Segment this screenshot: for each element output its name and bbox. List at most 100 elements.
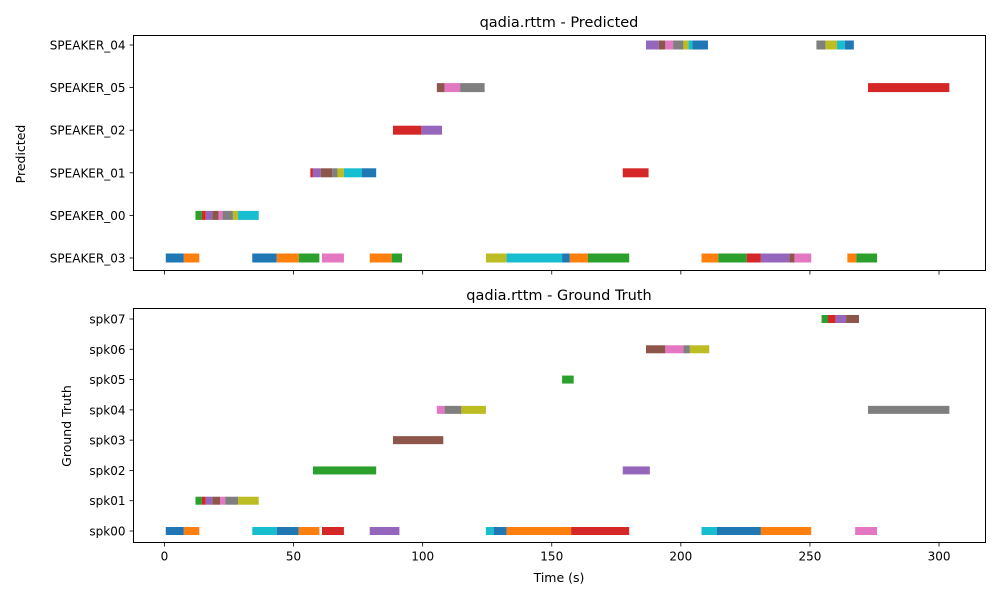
predicted-segment-speaker-03: [569, 253, 588, 263]
predicted-row-label-speaker-03: SPEAKER_03: [50, 252, 126, 266]
predicted-panel: qadia.rttm - Predicted Predicted SPEAKER…: [13, 15, 986, 275]
ground-truth-x-tick-label: 50: [286, 550, 301, 564]
ground-truth-segment-spk00: [701, 527, 717, 535]
predicted-segment-speaker-03: [760, 253, 790, 263]
predicted-segment-speaker-03: [391, 253, 403, 263]
predicted-segment-speaker-03: [321, 253, 344, 263]
ground-truth-panel: qadia.rttm - Ground Truth Ground Truth T…: [59, 288, 986, 585]
predicted-segment-speaker-04: [692, 40, 708, 50]
predicted-segment-speaker-00: [222, 210, 233, 220]
predicted-segment-speaker-00: [212, 210, 219, 220]
ground-truth-segment-spk04: [444, 405, 462, 414]
ground-truth-segment-spk03: [392, 436, 444, 445]
ground-truth-row-label-spk02: spk02: [89, 464, 125, 478]
ground-truth-segment-spk01: [219, 496, 226, 505]
ground-truth-segment-spk04: [461, 405, 486, 414]
predicted-segment-speaker-00: [205, 210, 213, 220]
ground-truth-segment-spk04: [436, 405, 445, 414]
predicted-segment-speaker-05: [436, 83, 445, 93]
ground-truth-row-label-spk03: spk03: [89, 434, 125, 448]
predicted-row-label-speaker-00: SPEAKER_00: [50, 209, 126, 223]
predicted-segment-speaker-03: [276, 253, 299, 263]
ground-truth-segment-spk00: [369, 527, 400, 535]
ground-truth-segment-spk06: [665, 345, 684, 354]
predicted-segment-speaker-05: [460, 83, 485, 93]
predicted-segment-speaker-02: [392, 125, 422, 135]
ground-truth-x-tick-label: 150: [540, 550, 563, 564]
ground-truth-segment-spk04: [868, 405, 950, 414]
predicted-segment-speaker-03: [856, 253, 878, 263]
ground-truth-segment-spk00: [716, 527, 761, 535]
predicted-segment-speaker-03: [369, 253, 392, 263]
ground-truth-segment-spk02: [312, 466, 377, 475]
ground-truth-segment-spk01: [195, 496, 202, 505]
ground-truth-marks: 0 50 100 150 200 250 300 spk00 spk01 spk02 spk03 sp…: [89, 313, 950, 564]
ground-truth-segment-spk00: [493, 527, 507, 535]
ground-truth-row-label-spk07: spk07: [89, 313, 125, 327]
predicted-segment-speaker-05: [444, 83, 461, 93]
predicted-marks: SPEAKER_03 SPEAKER_00 SPEAKER_01 SPEAKER_02…: [50, 39, 950, 275]
ground-truth-row-label-spk01: spk01: [89, 494, 125, 508]
ground-truth-x-tick-label: 100: [411, 550, 434, 564]
predicted-segment-speaker-03: [165, 253, 184, 263]
predicted-segment-speaker-04: [673, 40, 684, 50]
predicted-segment-speaker-02: [421, 125, 443, 135]
ground-truth-x-tick-label: 300: [928, 550, 951, 564]
predicted-segment-speaker-00: [218, 210, 223, 220]
predicted-segment-speaker-03: [183, 253, 200, 263]
ground-truth-segment-spk00: [760, 527, 812, 535]
ground-truth-segment-spk06: [689, 345, 710, 354]
ground-truth-x-tick-label: 200: [669, 550, 692, 564]
predicted-segment-speaker-03: [298, 253, 320, 263]
predicted-row-label-speaker-01: SPEAKER_01: [50, 166, 126, 180]
predicted-segment-speaker-04: [816, 40, 826, 50]
predicted-segment-speaker-03: [718, 253, 747, 263]
ground-truth-segment-spk01: [205, 496, 213, 505]
predicted-title: qadia.rttm - Predicted: [480, 15, 639, 31]
predicted-segment-speaker-03: [506, 253, 563, 263]
ground-truth-x-tick-label: 250: [798, 550, 821, 564]
ground-truth-segment-spk00: [298, 527, 320, 535]
ground-truth-segment-spk00: [165, 527, 184, 535]
predicted-segment-speaker-01: [312, 168, 321, 178]
predicted-segment-speaker-01: [310, 168, 313, 178]
predicted-segment-speaker-01: [622, 168, 649, 178]
ground-truth-segment-spk00: [276, 527, 299, 535]
ground-truth-segment-spk00: [855, 527, 878, 535]
ground-truth-title: qadia.rttm - Ground Truth: [466, 288, 651, 304]
ground-truth-segment-spk01: [201, 496, 206, 505]
ground-truth-segment-spk00: [571, 527, 630, 535]
predicted-segment-speaker-01: [361, 168, 377, 178]
predicted-segment-speaker-01: [320, 168, 333, 178]
predicted-segment-speaker-00: [201, 210, 206, 220]
ground-truth-row-label-spk04: spk04: [89, 403, 125, 417]
ground-truth-segment-spk00: [321, 527, 344, 535]
predicted-segment-speaker-03: [789, 253, 795, 263]
predicted-segment-speaker-03: [587, 253, 630, 263]
ground-truth-segment-spk07: [821, 315, 829, 323]
ground-truth-segment-spk00: [252, 527, 277, 535]
predicted-segment-speaker-03: [794, 253, 812, 263]
predicted-row-label-speaker-04: SPEAKER_04: [50, 39, 126, 53]
predicted-segment-speaker-04: [688, 40, 693, 50]
predicted-segment-speaker-00: [232, 210, 239, 220]
ground-truth-x-tick-label: 0: [161, 550, 169, 564]
predicted-segment-speaker-03: [562, 253, 570, 263]
predicted-segment-speaker-03: [847, 253, 857, 263]
ground-truth-segment-spk00: [506, 527, 572, 535]
ground-truth-segment-spk07: [835, 315, 847, 323]
ground-truth-segment-spk01: [238, 496, 259, 505]
predicted-segment-speaker-04: [645, 40, 659, 50]
ground-truth-x-axis-label: Time (s): [533, 570, 585, 585]
predicted-axes-frame: [133, 35, 986, 271]
ground-truth-segment-spk00: [183, 527, 200, 535]
ground-truth-segment-spk00: [485, 527, 494, 535]
predicted-segment-speaker-04: [844, 40, 854, 50]
ground-truth-segment-spk01: [225, 496, 239, 505]
ground-truth-y-axis-label: Ground Truth: [59, 385, 74, 467]
predicted-row-label-speaker-05: SPEAKER_05: [50, 81, 126, 95]
ground-truth-segment-spk01: [212, 496, 220, 505]
ground-truth-segment-spk06: [683, 345, 690, 354]
predicted-row-label-speaker-02: SPEAKER_02: [50, 124, 126, 138]
